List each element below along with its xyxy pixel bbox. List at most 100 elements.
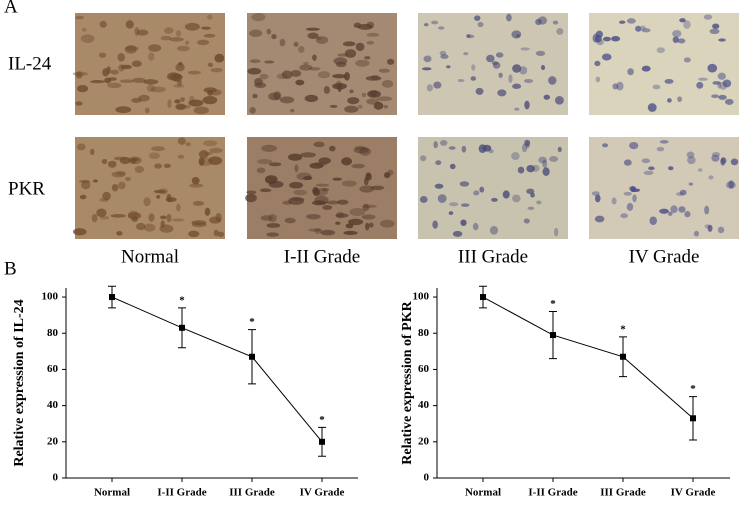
cell	[293, 41, 299, 47]
cell	[505, 13, 512, 22]
x-tick-label: III Grade	[600, 487, 646, 499]
cell	[246, 190, 257, 195]
cell	[365, 75, 382, 81]
cell	[472, 222, 479, 231]
cell	[184, 22, 200, 31]
cell	[306, 213, 321, 220]
cell	[667, 98, 672, 103]
cell	[79, 194, 87, 200]
cell	[271, 34, 277, 40]
cell	[169, 37, 184, 42]
y-tick-label: 80	[418, 327, 430, 339]
cell	[268, 213, 277, 223]
cell	[620, 213, 628, 219]
cell	[276, 73, 288, 80]
cell	[300, 152, 316, 158]
cell	[266, 28, 272, 35]
cell	[118, 181, 126, 190]
cell	[347, 97, 360, 105]
cell	[144, 107, 150, 114]
cell	[502, 190, 510, 199]
cell	[466, 34, 475, 39]
cell	[175, 30, 182, 37]
cell	[104, 77, 112, 84]
cell	[373, 101, 384, 110]
cell	[160, 215, 167, 220]
cell	[656, 47, 665, 54]
x-tick-label: Normal	[465, 487, 501, 499]
cell	[527, 206, 535, 210]
cell	[704, 224, 711, 229]
cell	[460, 203, 470, 207]
cell	[474, 15, 481, 21]
cell	[627, 68, 634, 76]
cell	[303, 176, 313, 181]
cell	[279, 96, 295, 104]
cell	[643, 170, 654, 175]
cell	[98, 52, 107, 58]
cell	[679, 18, 686, 23]
cell	[124, 176, 132, 182]
cell	[308, 228, 322, 232]
cell	[355, 42, 365, 52]
cell	[90, 80, 105, 84]
cell	[259, 73, 269, 80]
cell	[626, 18, 636, 24]
cell	[217, 231, 225, 238]
cell	[131, 60, 142, 67]
cell	[148, 152, 160, 160]
micrograph	[247, 13, 397, 115]
cell	[128, 156, 142, 165]
cell	[629, 142, 639, 150]
cell	[206, 14, 213, 20]
cell	[679, 189, 687, 196]
cell	[110, 69, 119, 75]
cell	[611, 197, 617, 205]
cell	[156, 194, 161, 199]
cell	[312, 186, 319, 195]
y-tick-label: 20	[418, 435, 430, 447]
cell	[335, 80, 342, 90]
cell	[438, 26, 445, 30]
cell	[198, 157, 205, 166]
cell	[381, 79, 394, 88]
cell	[526, 188, 535, 195]
cell	[185, 40, 190, 46]
cell	[164, 27, 174, 34]
cell	[422, 67, 432, 71]
cell	[471, 64, 476, 71]
data-point	[249, 353, 255, 360]
cell	[709, 28, 720, 35]
cell	[117, 52, 126, 62]
cell	[423, 23, 429, 27]
cell	[315, 183, 330, 187]
cell	[213, 229, 219, 237]
data-point	[109, 294, 115, 301]
significance-marker: *	[319, 414, 325, 426]
cell	[552, 20, 559, 25]
cell	[420, 155, 427, 162]
cell	[603, 36, 611, 42]
cell	[722, 79, 732, 88]
cell	[304, 94, 319, 103]
cell	[188, 99, 204, 107]
cell	[366, 32, 380, 37]
cell	[315, 36, 329, 44]
cell	[316, 36, 322, 40]
cell	[191, 176, 200, 185]
cell	[523, 78, 534, 84]
cell	[249, 106, 256, 114]
micrograph	[418, 13, 568, 115]
y-tick-label: 40	[47, 399, 59, 411]
cell	[449, 163, 456, 170]
cell	[96, 208, 107, 218]
cell	[284, 217, 296, 224]
cell	[664, 78, 674, 84]
cell	[366, 40, 375, 45]
x-tick-label: Normal	[94, 487, 130, 499]
cell	[249, 59, 261, 64]
cell	[309, 162, 324, 169]
cell	[203, 140, 218, 147]
cell	[101, 159, 108, 165]
cell	[115, 106, 132, 114]
